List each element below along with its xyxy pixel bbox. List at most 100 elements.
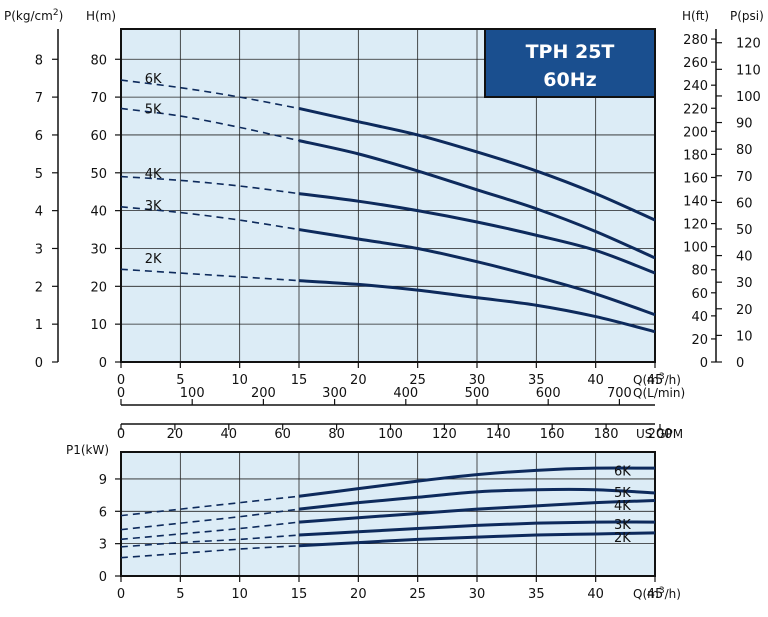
- gpm-tick-label: 200: [648, 427, 673, 442]
- psi-tick-label: 50: [736, 223, 753, 238]
- head-y-tick-label: 60: [90, 129, 107, 144]
- power-y-tick-label: 9: [99, 473, 107, 488]
- feet-tick-label: 260: [683, 56, 708, 71]
- power-x-tick-label: 0: [117, 587, 125, 602]
- head-curve-2K: [298, 279, 656, 334]
- pressure-tick-label: 6: [35, 129, 43, 144]
- power-series-label: 3K: [614, 518, 631, 533]
- power-x-tick-label: 10: [231, 587, 248, 602]
- pressure-tick-label: 3: [35, 242, 43, 257]
- head-y-tick-label: 80: [90, 53, 107, 68]
- psi-tick-label: 110: [736, 63, 761, 78]
- psi-tick-label: 100: [736, 90, 761, 105]
- gpm-tick-label: 180: [594, 427, 619, 442]
- head-curve-2K-extrapolated: [120, 268, 300, 282]
- gpm-tick-label: 80: [328, 427, 345, 442]
- feet-tick-label: 40: [691, 310, 708, 325]
- feet-tick-label: 240: [683, 79, 708, 94]
- gpm-tick-label: 0: [117, 427, 125, 442]
- feet-tick-label: 100: [683, 241, 708, 256]
- head-curve-5K-extrapolated: [120, 107, 300, 142]
- head-y-tick-label: 0: [99, 356, 107, 371]
- head-y-tick-label: 70: [90, 91, 107, 106]
- head-y-tick-label: 10: [90, 318, 107, 333]
- gpm-tick-label: 100: [378, 427, 403, 442]
- power-curve-3K-extrapolated: [120, 534, 300, 548]
- head-series-label: 4K: [145, 167, 162, 182]
- lmin-axis-title: Q(L/min): [633, 386, 685, 400]
- power-x-tick-label: 40: [587, 587, 604, 602]
- lmin-tick-label: 700: [607, 386, 632, 401]
- power-curve-4K-extrapolated: [120, 521, 300, 541]
- power-series-label: 2K: [614, 531, 631, 546]
- feet-tick-label: 140: [683, 195, 708, 210]
- power-plot-background: [121, 452, 655, 576]
- head-x-tick-label: 25: [409, 373, 426, 388]
- power-x-tick-label: 5: [176, 587, 184, 602]
- feet-tick-label: 80: [691, 264, 708, 279]
- head-x-tick-label: 10: [231, 373, 248, 388]
- lmin-tick-label: 100: [180, 386, 205, 401]
- power-curve-6K: [298, 466, 656, 498]
- psi-tick-label: 30: [736, 276, 753, 291]
- head-curve-4K-extrapolated: [120, 175, 300, 195]
- lmin-tick-label: 400: [393, 386, 418, 401]
- psi-tick-label: 0: [736, 356, 744, 371]
- psi-tick-label: 10: [736, 329, 753, 344]
- pressure-tick-label: 2: [35, 280, 43, 295]
- gpm-axis-title: US GPM: [636, 427, 683, 441]
- pressure-tick-label: 0: [35, 356, 43, 371]
- head-x-tick-label: 40: [587, 373, 604, 388]
- power-y-tick-label: 0: [99, 570, 107, 585]
- lmin-tick-label: 600: [536, 386, 561, 401]
- head-x-axis-title: Q(m3/h): [633, 372, 681, 387]
- psi-tick-label: 20: [736, 303, 753, 318]
- model-badge: [484, 28, 656, 98]
- head-curve-3K-extrapolated: [120, 206, 300, 231]
- power-series-label: 5K: [614, 486, 631, 501]
- head-x-tick-label: 5: [176, 373, 184, 388]
- head-y-tick-label: 50: [90, 167, 107, 182]
- psi-tick-label: 120: [736, 37, 761, 52]
- head-curve-3K: [298, 228, 656, 317]
- head-series-label: 3K: [145, 199, 162, 214]
- head-curve-6K-extrapolated: [120, 79, 300, 110]
- power-plot-frame: [120, 451, 656, 577]
- pressure-tick-label: 4: [35, 205, 43, 220]
- psi-tick-label: 90: [736, 117, 753, 132]
- feet-tick-label: 180: [683, 148, 708, 163]
- feet-axis-title: H(ft): [682, 9, 709, 23]
- power-curve-2K-extrapolated: [120, 545, 300, 559]
- gpm-tick-label: 20: [167, 427, 184, 442]
- power-y-tick-label: 3: [99, 538, 107, 553]
- gpm-tick-label: 40: [221, 427, 238, 442]
- head-curve-6K: [298, 107, 656, 222]
- power-x-tick-label: 30: [469, 587, 486, 602]
- power-curve-4K: [298, 499, 656, 524]
- head-series-label: 2K: [145, 252, 162, 267]
- pressure-tick-label: 5: [35, 167, 43, 182]
- head-y-tick-label: 20: [90, 280, 107, 295]
- head-x-tick-label: 35: [528, 373, 545, 388]
- power-curve-2K: [298, 531, 656, 548]
- lmin-tick-label: 200: [251, 386, 276, 401]
- psi-tick-label: 70: [736, 170, 753, 185]
- head-x-tick-label: 0: [117, 373, 125, 388]
- power-x-tick-label: 20: [350, 587, 367, 602]
- power-y-axis-title: P1(kW): [66, 443, 109, 457]
- lmin-tick-label: 0: [117, 386, 125, 401]
- power-curve-3K: [298, 520, 656, 537]
- head-x-tick-label: 30: [469, 373, 486, 388]
- power-curve-6K-extrapolated: [120, 495, 300, 517]
- feet-tick-label: 120: [683, 218, 708, 233]
- psi-tick-label: 80: [736, 143, 753, 158]
- psi-tick-label: 40: [736, 250, 753, 265]
- feet-tick-label: 0: [700, 356, 708, 371]
- psi-axis-title: P(psi): [730, 9, 764, 23]
- gpm-tick-label: 60: [274, 427, 291, 442]
- pressure-tick-label: 8: [35, 53, 43, 68]
- head-y-tick-label: 30: [90, 242, 107, 257]
- model-badge-frequency: 60Hz: [543, 69, 596, 91]
